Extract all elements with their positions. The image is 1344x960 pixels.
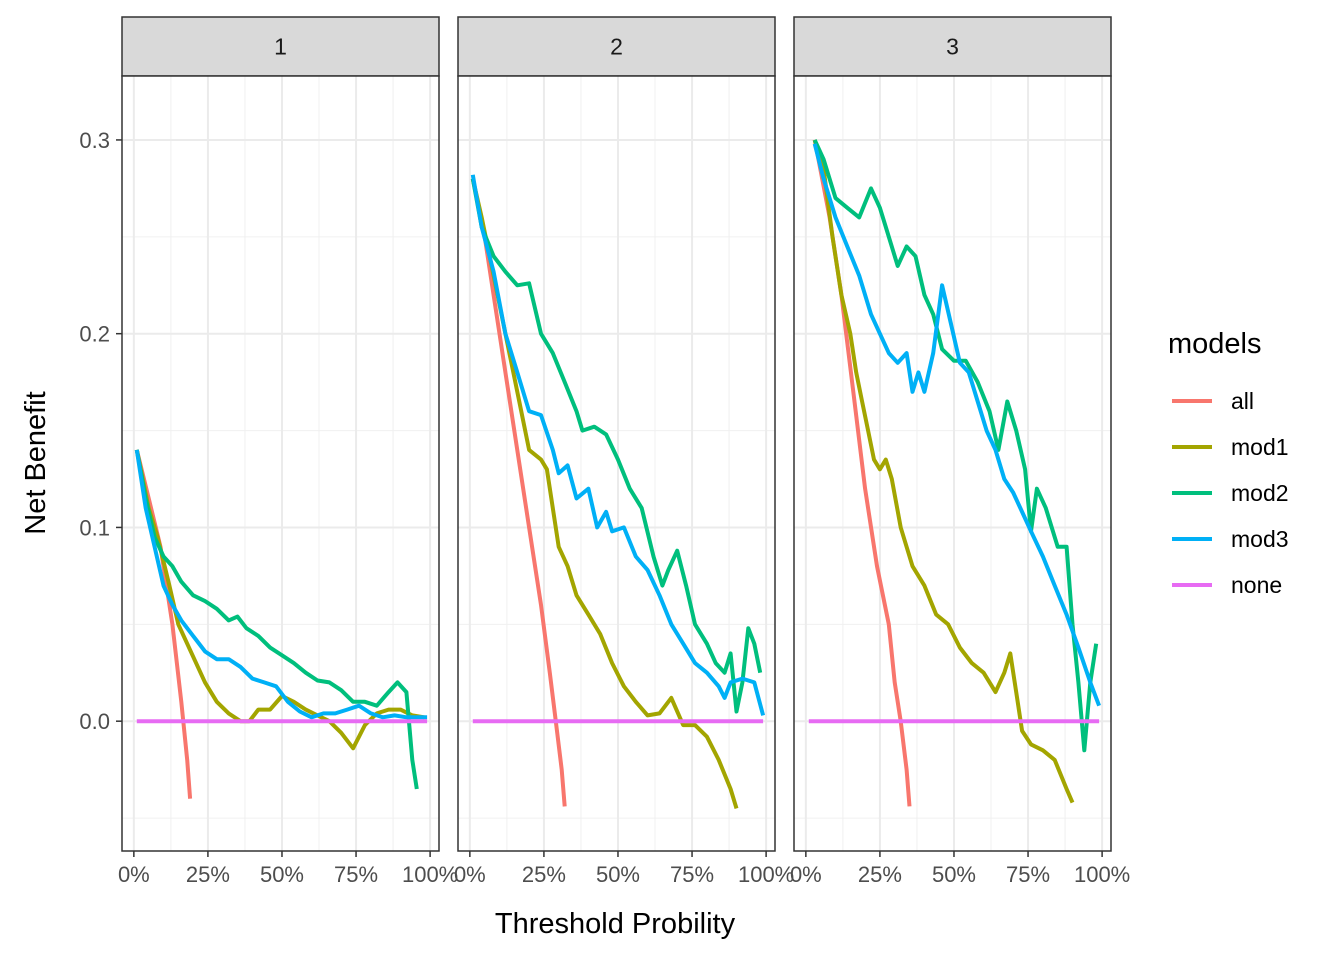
facet-strip-label: 1 (274, 34, 287, 60)
x-axis-title: Threshold Probility (495, 908, 736, 940)
series-line-mod3 (812, 143, 1101, 707)
x-tick-label: 50% (260, 862, 304, 887)
y-tick-label: 0.0 (79, 709, 110, 734)
series-line-mod2 (134, 449, 419, 790)
legend-label-mod3: mod3 (1231, 526, 1289, 552)
x-tick-label: 0% (790, 862, 822, 887)
legend-label-none: none (1231, 572, 1282, 598)
legend-item-mod3: mod3 (1172, 526, 1289, 552)
facet-panels: 1 0% 25% 50% 75% 100% 0.0 0.1 0.2 0.3 2 0% 25% 50% 75%… (79, 16, 1130, 887)
series-line-mod2 (470, 178, 763, 714)
x-tick-label: 50% (596, 862, 640, 887)
x-tick-label: 50% (932, 862, 976, 887)
y-tick-label: 0.1 (79, 515, 110, 540)
legend-item-mod1: mod1 (1172, 434, 1289, 460)
x-tick-label: 25% (858, 862, 902, 887)
legend: models all mod1 mod2 mod3 none (1168, 328, 1289, 598)
x-tick-label: 0% (118, 862, 150, 887)
series-line-mod1 (134, 449, 425, 751)
x-tick-label: 100% (402, 862, 458, 887)
series-line-mod1 (470, 178, 739, 809)
facet-strip (457, 16, 776, 77)
plot-background (794, 76, 1111, 851)
x-tick-label: 25% (522, 862, 566, 887)
panel-border (121, 75, 440, 852)
facet-panel-2: 2 0% 25% 50% 75% 100% (454, 16, 794, 887)
facet-panel-3: 3 0% 25% 50% 75% 100% (790, 16, 1130, 887)
y-tick-label: 0.2 (79, 322, 110, 347)
facet-strip-label: 2 (610, 34, 623, 60)
series-line-mod1 (812, 139, 1075, 804)
x-tick-label: 75% (334, 862, 378, 887)
x-tick-label: 100% (738, 862, 794, 887)
legend-items: all mod1 mod2 mod3 none (1172, 388, 1289, 598)
facet-strip (121, 16, 440, 77)
x-tick-label: 25% (186, 862, 230, 887)
legend-title: models (1168, 328, 1262, 360)
panel-border (457, 75, 776, 852)
facet-panel-1: 1 0% 25% 50% 75% 100% 0.0 0.1 0.2 0.3 (79, 16, 458, 887)
plot-background (122, 76, 439, 851)
panel-border (793, 75, 1112, 852)
legend-item-none: none (1172, 572, 1282, 598)
legend-label-mod1: mod1 (1231, 434, 1289, 460)
x-tick-label: 75% (670, 862, 714, 887)
x-tick-label: 0% (454, 862, 486, 887)
x-tick-label: 100% (1074, 862, 1130, 887)
y-axis-title: Net Benefit (20, 391, 52, 534)
legend-label-all: all (1231, 388, 1254, 414)
series-line-all (470, 178, 567, 807)
legend-label-mod2: mod2 (1231, 480, 1289, 506)
series-line-mod2 (812, 139, 1099, 753)
plot-background (458, 76, 775, 851)
legend-item-mod2: mod2 (1172, 480, 1289, 506)
series-line-mod3 (134, 449, 428, 720)
series-line-mod3 (470, 174, 766, 716)
y-tick-label: 0.3 (79, 128, 110, 153)
facet-strip-label: 3 (946, 34, 959, 60)
x-tick-label: 75% (1006, 862, 1050, 887)
legend-item-all: all (1172, 388, 1254, 414)
facet-strip (793, 16, 1112, 77)
